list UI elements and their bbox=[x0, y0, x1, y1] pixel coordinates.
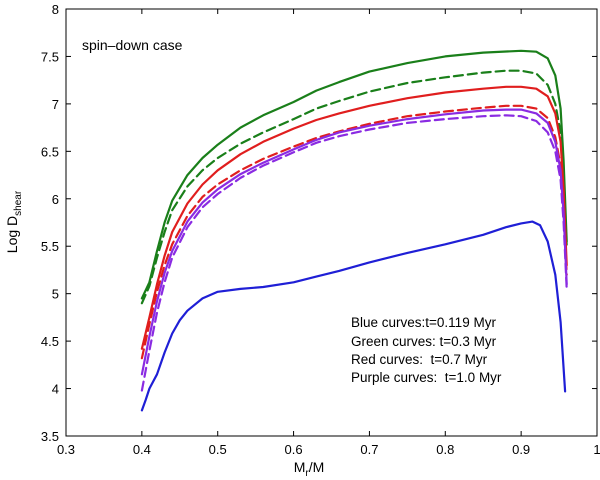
y-tick-label: 4.5 bbox=[41, 334, 59, 349]
x-axis-title-main: M bbox=[294, 459, 306, 475]
y-tick-label: 7 bbox=[52, 97, 59, 112]
y-axis-title-sub: shear bbox=[13, 190, 24, 216]
y-tick-label: 7.5 bbox=[41, 49, 59, 64]
series-line-purple-solid bbox=[140, 108, 568, 376]
x-tick-label: 0.8 bbox=[436, 442, 454, 457]
plot-frame bbox=[65, 8, 598, 437]
y-axis-title-main: Log D bbox=[4, 216, 20, 253]
legend-line-purple: Purple curves: t=1.0 Myr bbox=[351, 370, 502, 385]
y-tick-label: 3.5 bbox=[41, 429, 59, 444]
x-tick-label: 0.4 bbox=[133, 442, 151, 457]
x-tick-label: 0.6 bbox=[285, 442, 303, 457]
series-line-green-dashed bbox=[140, 69, 568, 305]
y-tick-label: 5.5 bbox=[41, 239, 59, 254]
y-tick-label: 6 bbox=[52, 192, 59, 207]
legend-line-green: Green curves: t=0.3 Myr bbox=[351, 334, 497, 349]
y-tick-label: 6.5 bbox=[41, 144, 59, 159]
x-axis-title-tail: /M bbox=[309, 459, 325, 475]
x-tick-label: 0.9 bbox=[512, 442, 530, 457]
series-line-red-solid bbox=[140, 85, 568, 350]
y-tick-label: 4 bbox=[52, 382, 59, 397]
legend-line-red: Red curves: t=0.7 Myr bbox=[351, 352, 488, 367]
series-line-blue-solid bbox=[140, 220, 567, 412]
y-tick-label: 5 bbox=[52, 287, 59, 302]
x-axis-title: Mr/M bbox=[294, 459, 325, 479]
series-line-green-solid bbox=[140, 49, 568, 300]
x-tick-label: 0.3 bbox=[57, 442, 75, 457]
x-tick-label: 1 bbox=[593, 442, 600, 457]
x-axis-title-sub: r bbox=[305, 468, 309, 479]
y-axis-title: Log Dshear bbox=[4, 190, 24, 253]
legend-block: Blue curves:t=0.119 Myr Green curves: t=… bbox=[351, 315, 502, 385]
legend-line-blue: Blue curves:t=0.119 Myr bbox=[351, 315, 496, 330]
chart-annotation: spin–down case bbox=[82, 37, 183, 53]
x-tick-label: 0.7 bbox=[360, 442, 378, 457]
series-line-purple-dashed bbox=[140, 114, 568, 392]
x-tick-label: 0.5 bbox=[209, 442, 227, 457]
y-tick-label: 8 bbox=[52, 2, 59, 17]
